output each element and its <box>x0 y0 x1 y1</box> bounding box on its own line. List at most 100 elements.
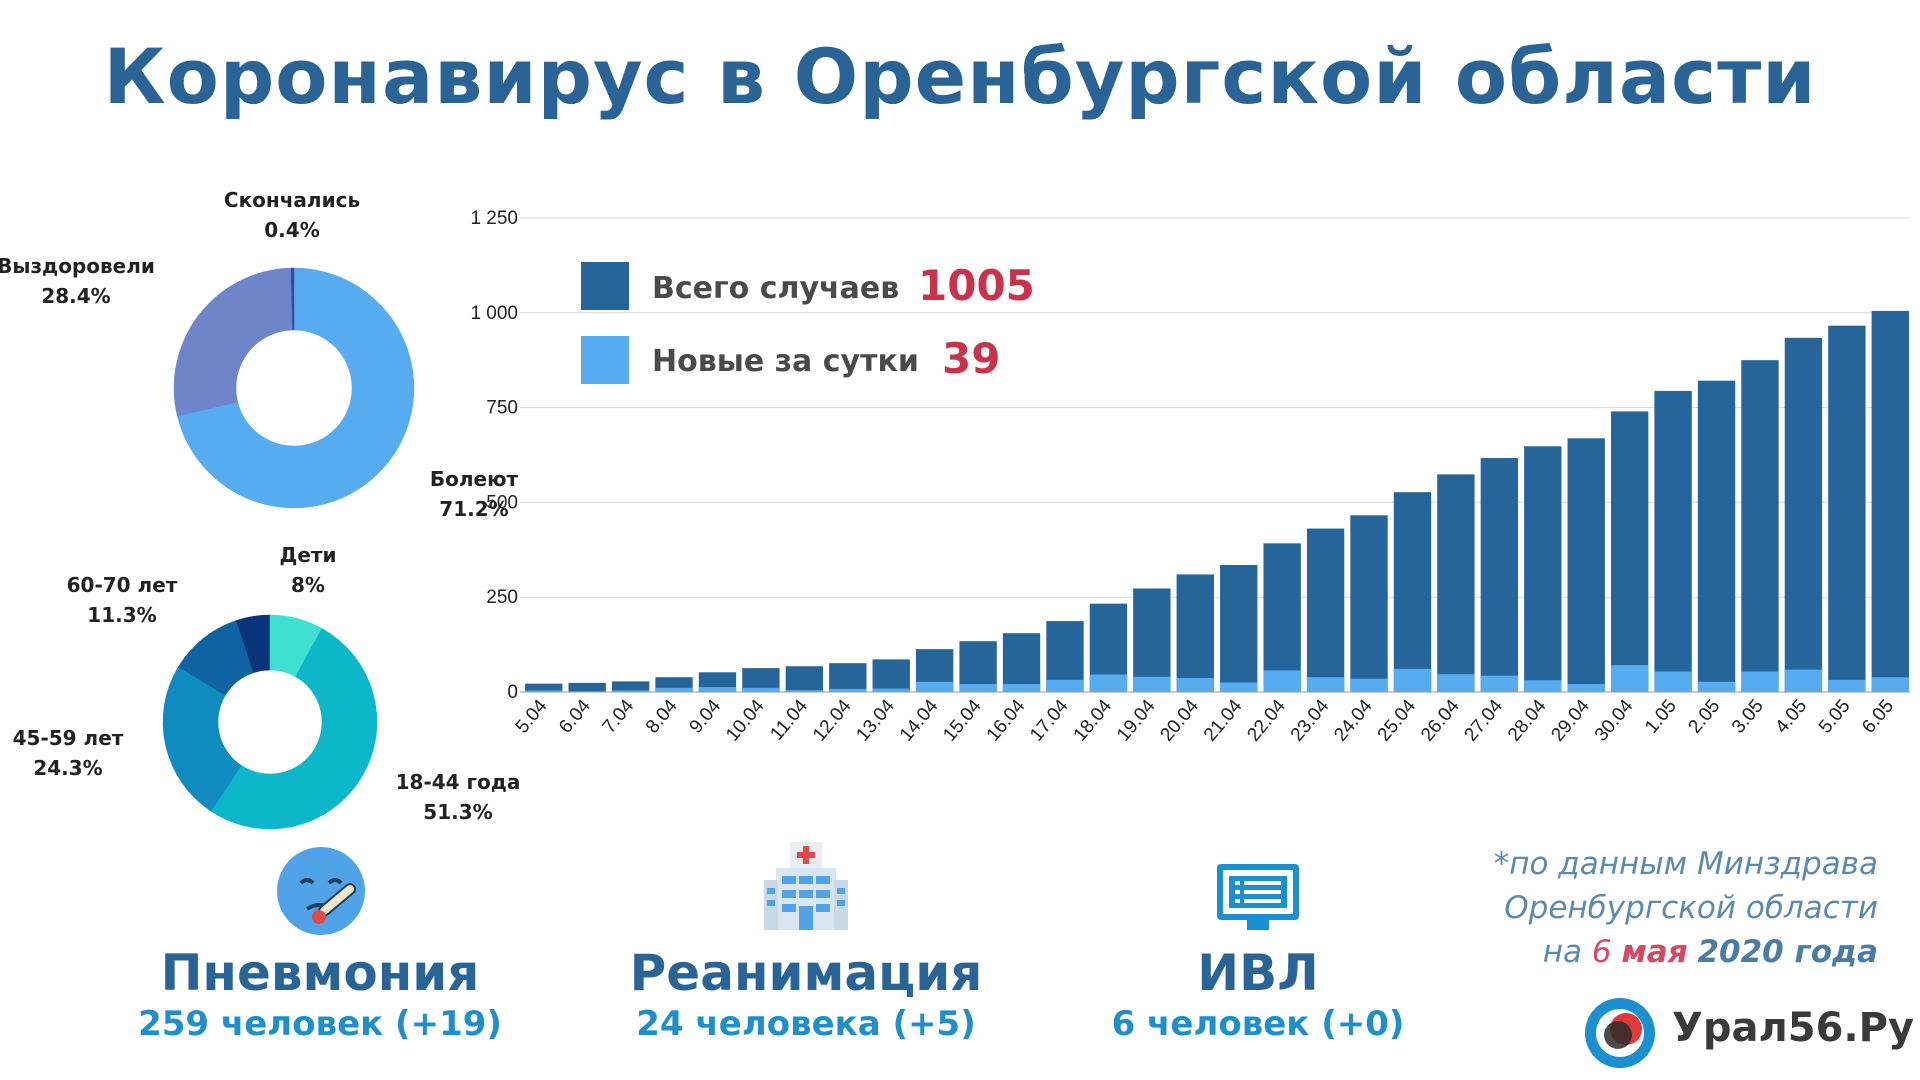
bar-new <box>959 684 997 692</box>
stat-pneumonia-value: 259 человек (+19) <box>138 1004 502 1044</box>
age-donut-slice <box>162 666 242 812</box>
x-tick-label: 13.04 <box>852 695 899 745</box>
source-note-line1: *по данным Минздрава <box>1493 846 1878 882</box>
status-donut-slice-label: Скончались <box>224 188 360 212</box>
x-tick-label: 25.04 <box>1374 695 1421 745</box>
bar-new <box>1697 681 1736 692</box>
x-tick-label: 29.04 <box>1547 695 1594 745</box>
stat-icu: Реанимация 24 человека (+5) <box>546 944 1066 1046</box>
bar-total <box>829 663 867 692</box>
bar-new <box>829 688 867 692</box>
status-donut-slice-label: Болеют <box>430 467 519 491</box>
x-tick-label: 7.04 <box>599 695 639 737</box>
x-tick-label: 1.05 <box>1641 696 1681 738</box>
y-tick-label: 1 250 <box>470 208 518 229</box>
bar-total <box>1784 337 1823 692</box>
status-donut-slice-value: 0.4% <box>264 218 319 242</box>
bar-new <box>1828 679 1866 692</box>
status-donut-slice-label: Выздоровели <box>0 254 155 278</box>
x-tick-label: 28.04 <box>1504 695 1551 745</box>
stat-ventilator: ИВЛ 6 человек (+0) <box>998 944 1518 1046</box>
sick-face-icon <box>277 847 365 935</box>
stat-icu-name: Реанимация <box>629 944 983 1002</box>
legend-swatch-new <box>581 336 629 384</box>
x-tick-label: 9.04 <box>685 695 725 737</box>
age-donut-slice-label: Дети <box>280 543 337 567</box>
stat-icu-value: 24 человека (+5) <box>636 1004 976 1044</box>
bar-new <box>1350 678 1388 692</box>
source-note-day: 6 <box>1591 934 1612 970</box>
status-donut-slice <box>290 267 295 331</box>
monitor-icon <box>1217 864 1299 930</box>
source-note-year: 2020 года <box>1697 934 1878 970</box>
bar-total <box>959 641 997 692</box>
bar-new <box>1306 677 1345 692</box>
source-note-month: мая <box>1621 934 1688 970</box>
status-donut-slice-value: 28.4% <box>41 284 110 308</box>
x-tick-label: 17.04 <box>1026 695 1073 745</box>
x-tick-label: 16.04 <box>983 695 1030 745</box>
x-tick-label: 20.04 <box>1156 695 1203 745</box>
age-donut-slice-label: 45-59 лет <box>13 726 124 750</box>
legend-label-new: Новые за сутки <box>652 344 919 379</box>
bar-total <box>1350 515 1388 692</box>
bar-total <box>1176 574 1214 692</box>
x-tick-label: 19.04 <box>1113 695 1160 745</box>
x-tick-label: 26.04 <box>1417 695 1464 745</box>
bar-new <box>872 688 910 692</box>
bar-total <box>1002 633 1041 692</box>
x-tick-label: 24.04 <box>1330 695 1377 745</box>
legend-label-total: Всего случаев <box>652 271 899 306</box>
source-note-prefix: на <box>1542 934 1592 970</box>
bar-new <box>611 690 650 692</box>
bar-new <box>1046 679 1084 692</box>
stat-pneumonia: Пневмония 259 человек (+19) <box>60 944 580 1046</box>
bar-new <box>1610 665 1649 692</box>
bar-total <box>1828 325 1866 692</box>
x-tick-label: 21.04 <box>1200 695 1247 745</box>
source-note: *по данным Минздрава Оренбургской област… <box>1494 842 1878 974</box>
bar-new <box>1002 684 1041 692</box>
bar-new <box>1567 684 1605 692</box>
bar-total <box>1393 492 1432 692</box>
bar-new <box>742 687 780 692</box>
bar-new <box>698 687 737 692</box>
x-tick-label: 22.04 <box>1243 695 1290 745</box>
bar-total <box>1220 564 1258 692</box>
bar-total <box>1263 543 1301 692</box>
bar-total <box>568 682 606 692</box>
bar-total <box>785 666 824 692</box>
bar-total <box>1654 390 1692 692</box>
bar-total <box>1610 411 1649 692</box>
x-tick-label: 5.05 <box>1815 696 1855 738</box>
page-title: Коронавирус в Оренбургской области <box>103 32 1817 121</box>
bar-total <box>1480 458 1519 692</box>
bar-total <box>872 659 910 692</box>
bar-total <box>525 683 563 692</box>
bar-new <box>1784 669 1823 692</box>
bar-new <box>915 681 954 692</box>
status-donut-slice <box>177 267 415 509</box>
stat-ventilator-name: ИВЛ <box>1197 944 1319 1002</box>
x-tick-label: 8.04 <box>642 695 682 737</box>
bar-new <box>1524 680 1562 692</box>
bar-new <box>1654 671 1692 692</box>
x-tick-label: 23.04 <box>1287 695 1334 745</box>
bar-total <box>1697 380 1736 692</box>
age-donut-slice <box>269 614 322 677</box>
brand-name: Урал56.Ру <box>1672 1005 1915 1051</box>
status-donut-slice <box>173 267 293 417</box>
bar-new <box>525 690 563 692</box>
bar-total <box>1741 360 1779 692</box>
age-donut-slice-value: 8% <box>291 573 325 597</box>
bar-new <box>1480 675 1519 692</box>
bar-total <box>1133 588 1171 692</box>
bar-new <box>1393 668 1432 692</box>
x-tick-label: 30.04 <box>1591 695 1638 745</box>
age-donut-slice-value: 51.3% <box>423 800 492 824</box>
x-tick-label: 14.04 <box>896 695 943 745</box>
source-note-line3: на 6 мая 2020 года <box>1494 930 1878 974</box>
bar-total <box>1306 528 1345 692</box>
